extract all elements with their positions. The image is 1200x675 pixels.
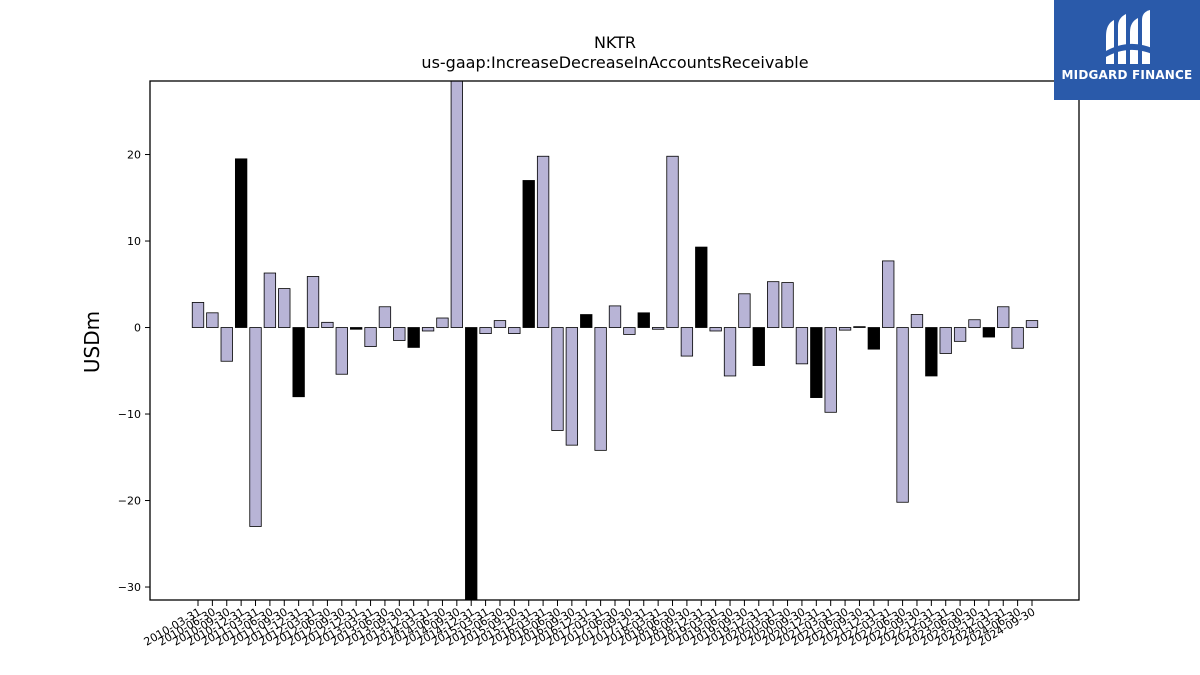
bar-2020-09-30 <box>795 327 809 365</box>
bar-2018-06-30 <box>666 155 679 328</box>
bar-2018-12-31 <box>695 246 708 328</box>
bar-2015-12-31 <box>522 180 535 328</box>
bar-2022-06-30 <box>896 327 909 503</box>
logo-text: MIDGARD FINANCE <box>1061 68 1193 82</box>
y-axis-label: USDm <box>80 311 104 373</box>
chart-title: NKTR <box>594 33 636 52</box>
midgard-finance-logo: MIDGARD FINANCE <box>1054 0 1200 100</box>
bar-2021-12-31 <box>867 327 880 350</box>
bar-2011-03-31 <box>249 327 262 527</box>
bar-2013-09-30 <box>393 327 406 341</box>
bar-2019-09-30 <box>738 293 751 328</box>
bar-2017-03-31 <box>594 327 607 451</box>
bar-2013-06-30 <box>378 306 392 328</box>
bar-2010-03-31 <box>191 302 205 328</box>
bar-2022-03-31 <box>882 260 895 328</box>
bar-2010-06-30 <box>206 312 219 328</box>
bar-2019-12-31 <box>752 327 765 366</box>
bar-2019-03-31 <box>709 327 722 332</box>
bar-2021-06-30 <box>838 327 852 331</box>
bar-2014-03-31 <box>421 327 435 332</box>
bar-2016-06-30 <box>551 327 564 431</box>
bar-2013-12-31 <box>407 327 420 348</box>
bars-group <box>191 80 1039 601</box>
bar-2015-03-31 <box>479 327 492 334</box>
bar-2018-09-30 <box>680 327 694 357</box>
bar-2011-06-30 <box>263 272 277 328</box>
y-tick-label: −10 <box>118 408 141 421</box>
y-tick-label: −30 <box>118 581 141 594</box>
bar-2010-09-30 <box>220 327 233 362</box>
bar-2018-03-31 <box>651 327 665 330</box>
y-tick-label: −20 <box>118 495 141 508</box>
bar-2014-09-30 <box>450 80 463 328</box>
bar-2017-09-30 <box>623 327 636 335</box>
bar-2023-12-31 <box>982 327 996 338</box>
bar-2017-06-30 <box>608 305 622 328</box>
y-tick-label: 0 <box>134 322 141 335</box>
bar-2020-06-30 <box>781 282 794 328</box>
bar-2021-03-31 <box>824 327 837 413</box>
bar-2014-12-31 <box>465 327 478 601</box>
bar-2020-03-31 <box>767 281 780 328</box>
y-tick-label: 20 <box>127 149 141 162</box>
bar-2023-03-31 <box>939 327 952 354</box>
bar-2012-12-31 <box>350 327 363 330</box>
bar-2015-09-30 <box>508 327 521 334</box>
bar-2014-06-30 <box>436 317 449 328</box>
bar-2011-12-31 <box>292 327 305 398</box>
bar-2022-12-31 <box>925 327 938 377</box>
bar-2024-06-30 <box>1011 327 1024 349</box>
bar-2020-12-31 <box>810 327 823 398</box>
plot-frame <box>149 80 1080 601</box>
bar-2015-06-30 <box>493 320 507 328</box>
bar-2012-06-30 <box>321 321 334 328</box>
y-tick-label: 10 <box>127 235 141 248</box>
bar-2019-06-30 <box>723 327 737 377</box>
bar-2010-12-31 <box>234 158 248 328</box>
bar-2021-09-30 <box>853 326 866 328</box>
bar-2023-06-30 <box>953 327 967 342</box>
bar-2017-12-31 <box>637 312 650 328</box>
bar-2013-03-31 <box>364 327 377 347</box>
x-axis: 2010-03-312010-06-302010-09-302010-12-31… <box>142 600 1038 649</box>
bar-2024-03-31 <box>997 306 1010 328</box>
bar-2012-09-30 <box>335 327 348 375</box>
y-axis: −30 −20 −10 0 10 20 <box>118 149 150 594</box>
bar-2011-09-30 <box>278 288 291 328</box>
bar-2016-03-31 <box>536 155 550 328</box>
bar-2016-09-30 <box>565 327 579 446</box>
bar-2023-09-30 <box>968 319 981 328</box>
bar-2024-09-30 <box>1025 320 1039 328</box>
bar-2016-12-31 <box>580 314 593 328</box>
chart-subtitle: us-gaap:IncreaseDecreaseInAccountsReceiv… <box>421 53 808 72</box>
bar-2022-09-30 <box>910 314 924 328</box>
bar-2012-03-31 <box>306 276 320 328</box>
midgard-logo-icon <box>1104 10 1152 64</box>
